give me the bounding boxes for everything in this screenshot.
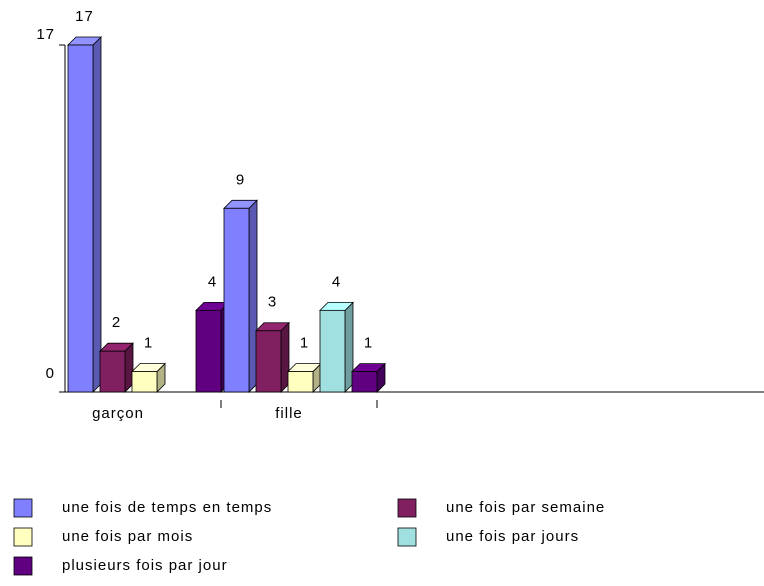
- bar-front: [319, 309, 346, 393]
- bar: [99, 342, 134, 393]
- value-label: 2: [112, 314, 121, 331]
- bar-front: [99, 350, 126, 393]
- bar-front: [351, 371, 378, 393]
- x-tick-label: garçon: [92, 405, 144, 422]
- legend-label: plusieurs fois par jour: [62, 557, 228, 574]
- legend-label: une fois par jours: [446, 528, 579, 545]
- value-label: 4: [332, 273, 341, 290]
- value-label: 9: [236, 171, 245, 188]
- bar-front: [287, 371, 314, 393]
- bar: [287, 362, 322, 393]
- y-tick-label: 17: [36, 26, 55, 43]
- legend-label: une fois par mois: [62, 528, 193, 545]
- bar: [67, 36, 102, 393]
- value-label: 1: [364, 335, 373, 352]
- legend-swatch: [13, 498, 33, 518]
- bar-front: [131, 371, 158, 393]
- x-tick-label: fille: [275, 405, 303, 422]
- value-label: 1: [300, 335, 309, 352]
- y-tick-label: 0: [46, 365, 55, 382]
- bar: [255, 321, 290, 393]
- value-label: 17: [75, 8, 94, 25]
- bar: [131, 362, 166, 393]
- value-label: 3: [268, 294, 277, 311]
- legend-swatch: [397, 527, 417, 547]
- legend-label: une fois de temps en temps: [62, 499, 272, 516]
- legend-swatch: [397, 498, 417, 518]
- bar-front: [223, 207, 250, 393]
- bar: [319, 301, 354, 393]
- bar-front: [255, 330, 282, 393]
- bar-side: [92, 36, 102, 393]
- bar-front: [67, 44, 94, 393]
- bar: [351, 362, 386, 393]
- legend-swatch: [13, 556, 33, 576]
- value-label: 4: [208, 273, 217, 290]
- legend-label: une fois par semaine: [446, 499, 605, 516]
- legend-swatch: [13, 527, 33, 547]
- bar: [223, 199, 258, 393]
- bar-front: [195, 309, 222, 393]
- value-label: 1: [144, 335, 153, 352]
